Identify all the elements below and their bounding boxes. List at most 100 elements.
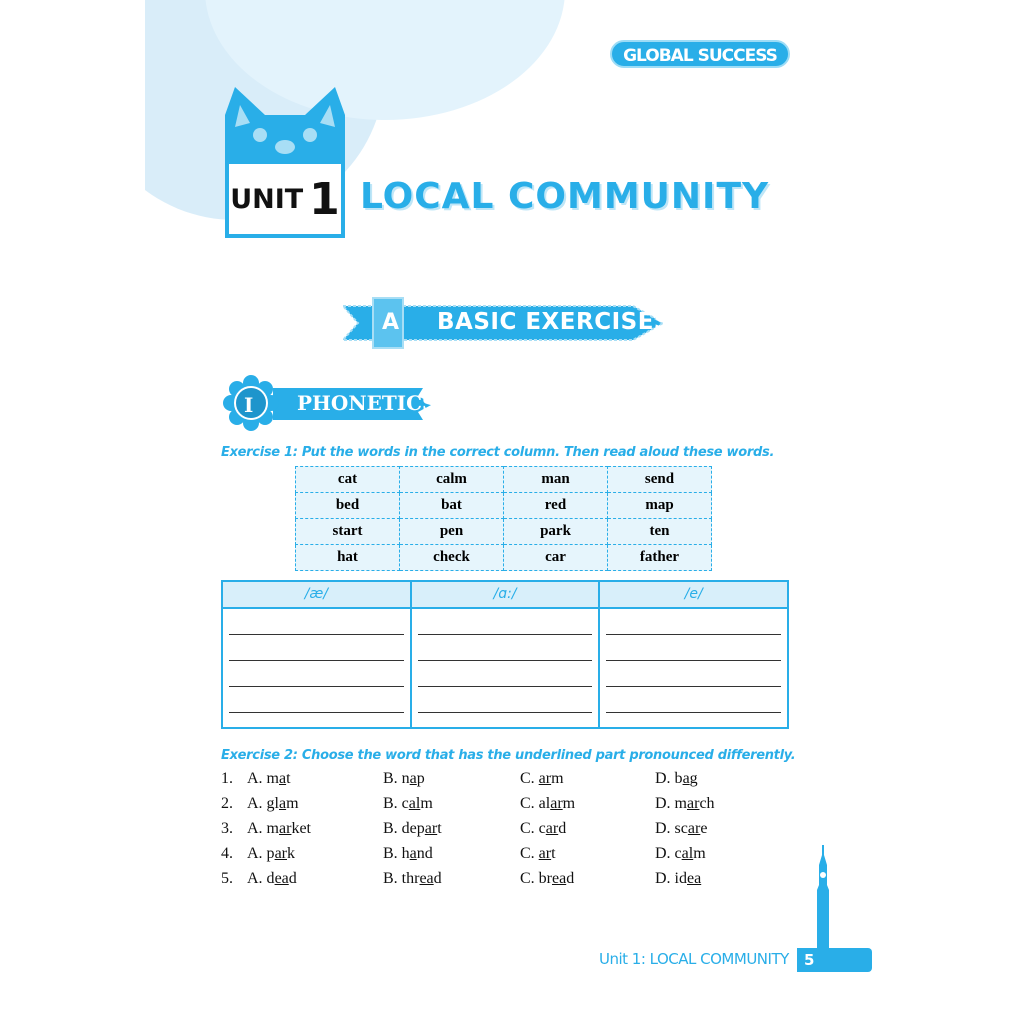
answer-option[interactable]: C. card <box>520 820 566 838</box>
answer-line[interactable] <box>606 661 782 687</box>
option-text: m <box>551 770 564 787</box>
word-cell: red <box>503 492 608 519</box>
answer-line[interactable] <box>229 609 404 635</box>
option-text: t <box>437 820 442 837</box>
option-text: C. <box>520 845 539 862</box>
sound-column: /e/ <box>600 582 788 727</box>
option-text: t <box>286 770 291 787</box>
footer-unit-title: Unit 1: LOCAL COMMUNITY <box>599 950 789 968</box>
underlined-part: ea <box>419 870 434 887</box>
word-cell: car <box>503 544 608 571</box>
answer-line[interactable] <box>417 687 593 713</box>
section-letter: A <box>382 310 400 335</box>
answer-option[interactable]: B. hand <box>383 845 433 863</box>
answer-option[interactable]: D. bag <box>655 770 698 788</box>
answer-line[interactable] <box>417 635 593 661</box>
option-text: D. sc <box>655 820 688 837</box>
unit-number: 1 <box>309 173 340 225</box>
answer-line[interactable] <box>229 661 404 687</box>
underlined-part: a <box>409 845 417 862</box>
answer-option[interactable]: B. thread <box>383 870 442 888</box>
part-title: PHONETICS <box>297 391 437 415</box>
answer-option[interactable]: B. calm <box>383 795 433 813</box>
option-text: B. c <box>383 795 409 812</box>
answer-line[interactable] <box>606 687 782 713</box>
answer-option[interactable]: D. idea <box>655 870 701 888</box>
answer-option[interactable]: A. market <box>247 820 311 838</box>
option-text: d <box>433 870 442 887</box>
underlined-part: ar <box>424 820 438 837</box>
underlined-part: ar <box>687 795 700 812</box>
answer-option[interactable]: D. scare <box>655 820 707 838</box>
answer-line[interactable] <box>229 687 404 713</box>
option-text: e <box>700 820 708 837</box>
underlined-part: ar <box>545 820 559 837</box>
question-row: 2. A. glam B. calm C. alarm D. march <box>221 795 821 819</box>
word-cell: hat <box>295 544 400 571</box>
option-text: d <box>558 820 567 837</box>
answer-option[interactable]: A. park <box>247 845 295 863</box>
question-number: 2. <box>221 795 233 812</box>
option-text: D. id <box>655 870 687 887</box>
word-row: start pen park ten <box>295 518 712 545</box>
word-box: cat calm man send bed bat red map start pen park te… <box>295 466 712 571</box>
answer-option[interactable]: B. depart <box>383 820 442 838</box>
answer-option[interactable]: B. nap <box>383 770 425 788</box>
option-text: m <box>420 795 433 812</box>
answer-line[interactable] <box>417 661 593 687</box>
underlined-part: a <box>279 770 287 787</box>
answer-option[interactable]: A. mat <box>247 770 291 788</box>
answer-option[interactable]: A. dead <box>247 870 297 888</box>
page-number: 5 <box>797 948 872 972</box>
underlined-part: a <box>279 795 287 812</box>
sound-column: /ɑ:/ <box>411 582 601 727</box>
answer-line[interactable] <box>606 609 782 635</box>
exercise-2-instruction: Exercise 2: Choose the word that has the… <box>221 748 796 763</box>
option-text: A. d <box>247 870 275 887</box>
answer-option[interactable]: C. arm <box>520 770 564 788</box>
word-cell: man <box>503 466 608 493</box>
option-text: D. m <box>655 795 687 812</box>
answer-option[interactable]: D. march <box>655 795 715 813</box>
answer-line[interactable] <box>417 609 593 635</box>
global-success-logo: GLOBAL SUCCESS <box>610 40 790 68</box>
option-text: d <box>288 870 297 887</box>
underlined-part: al <box>681 845 694 862</box>
sound-column: /æ/ <box>223 582 412 727</box>
option-text: D. b <box>655 770 683 787</box>
option-text: B. dep <box>383 820 425 837</box>
option-text: C. <box>520 770 539 787</box>
option-text: k <box>287 845 295 862</box>
part-numeral: I <box>244 393 254 417</box>
option-text: A. gl <box>247 795 279 812</box>
underlined-part: ar <box>279 820 292 837</box>
answer-line[interactable] <box>229 635 404 661</box>
question-row: 3. A. market B. depart C. card D. scare <box>221 820 821 844</box>
option-text: m <box>562 795 576 812</box>
underlined-part: a <box>682 770 690 787</box>
word-cell: pen <box>399 518 504 545</box>
word-cell: check <box>399 544 504 571</box>
option-text: D. c <box>655 845 682 862</box>
unit-badge: UNIT 1 <box>225 160 345 238</box>
option-text: t <box>551 845 556 862</box>
question-number: 4. <box>221 845 233 862</box>
word-cell: bat <box>399 492 504 519</box>
workbook-page: GLOBAL SUCCESS UNIT 1 LOCAL COMMUNITY A … <box>145 0 880 1017</box>
word-cell: start <box>295 518 400 545</box>
option-text: g <box>689 770 698 787</box>
answer-option[interactable]: D. calm <box>655 845 706 863</box>
answer-option[interactable]: A. glam <box>247 795 299 813</box>
underlined-part: a <box>409 770 417 787</box>
word-row: bed bat red map <box>295 492 712 519</box>
answer-line[interactable] <box>606 635 782 661</box>
question-row: 1. A. mat B. nap C. arm D. bag <box>221 770 821 794</box>
answer-option[interactable]: C. art <box>520 845 556 863</box>
word-row: hat check car father <box>295 544 712 571</box>
option-text: A. m <box>247 770 279 787</box>
section-title: BASIC EXERCISES <box>437 309 671 335</box>
option-text: m <box>286 795 299 812</box>
column-header: /æ/ <box>223 582 410 609</box>
answer-option[interactable]: C. alarm <box>520 795 575 813</box>
answer-option[interactable]: C. bread <box>520 870 574 888</box>
